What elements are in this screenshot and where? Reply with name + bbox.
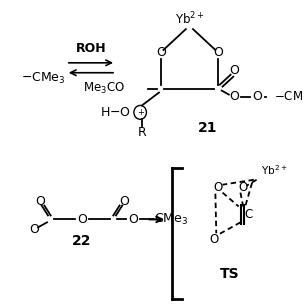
Text: +: + [137, 108, 143, 117]
Text: O: O [229, 90, 239, 103]
Text: O: O [210, 233, 219, 246]
Text: $-$CM: $-$CM [274, 90, 302, 103]
Text: O: O [77, 213, 87, 226]
Text: O: O [29, 223, 40, 236]
Text: ROH: ROH [76, 43, 106, 55]
Text: 22: 22 [72, 234, 92, 248]
Text: O: O [156, 47, 166, 59]
Text: CMe$_3$: CMe$_3$ [154, 212, 188, 227]
Text: 21: 21 [198, 121, 217, 135]
Text: O: O [253, 90, 262, 103]
Text: $-$CMe$_3$: $-$CMe$_3$ [21, 71, 66, 86]
Text: O: O [119, 195, 129, 208]
Text: O: O [213, 181, 223, 194]
Text: O: O [239, 181, 248, 194]
Text: R: R [138, 126, 146, 139]
Text: C: C [244, 208, 253, 221]
Text: Me$_3$CO: Me$_3$CO [83, 81, 125, 96]
Text: Yb$^{2+}$: Yb$^{2+}$ [261, 163, 288, 177]
Text: Yb$^{2+}$: Yb$^{2+}$ [174, 11, 204, 28]
Text: TS: TS [220, 267, 240, 281]
Text: H$-$O: H$-$O [100, 106, 131, 119]
Text: O: O [229, 64, 239, 77]
Text: O: O [213, 47, 223, 59]
Text: O: O [35, 195, 45, 208]
Text: O: O [128, 213, 138, 226]
